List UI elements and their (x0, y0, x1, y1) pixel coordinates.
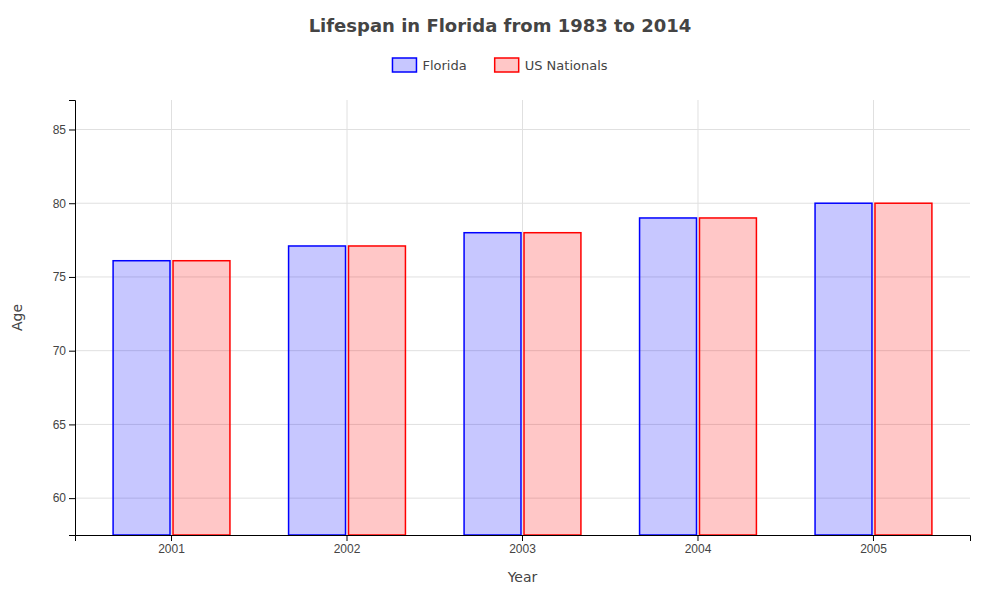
tick-mark (522, 535, 523, 541)
bar (173, 261, 230, 535)
y-axis-title: Age (9, 304, 25, 331)
tick-mark (171, 535, 172, 541)
bar (113, 261, 170, 535)
legend: Florida US Nationals (392, 58, 607, 73)
grid (75, 100, 970, 535)
tick-label: 70 (53, 344, 67, 358)
bar (524, 233, 581, 535)
legend-label: US Nationals (525, 58, 608, 73)
bar (875, 203, 932, 535)
bar (289, 246, 346, 535)
tick-label: 2001 (158, 542, 185, 556)
legend-item: US Nationals (495, 58, 608, 73)
plot: 2001 2002 2003 2004 2005 60 65 70 75 80 85 (53, 100, 971, 556)
tick-label: 65 (53, 418, 67, 432)
grid-line (522, 100, 523, 535)
tick: 85 (53, 123, 75, 137)
x-axis-title: Year (507, 569, 538, 585)
tick-mark (69, 424, 75, 425)
bar (699, 218, 756, 535)
grid-line (697, 100, 698, 535)
title: Lifespan in Florida from 1983 to 2014 (309, 15, 692, 36)
tick-mark (69, 277, 75, 278)
grid-line (171, 100, 172, 535)
tick: 2003 (509, 535, 536, 556)
grid-line (873, 100, 874, 535)
tick-label: 75 (53, 270, 67, 284)
bar (349, 246, 406, 535)
legend-swatch (392, 58, 416, 72)
x-axis: 2001 2002 2003 2004 2005 (76, 535, 971, 556)
legend-label: Florida (422, 58, 466, 73)
tick: 2002 (334, 535, 361, 556)
chart: 2001 2002 2003 2004 2005 60 65 70 75 80 85 Lifespan… (0, 0, 1000, 600)
tick-label: 60 (53, 491, 67, 505)
tick-mark (69, 203, 75, 204)
tick: 2001 (158, 535, 185, 556)
tick-label: 80 (53, 197, 67, 211)
legend-item: Florida (392, 58, 466, 73)
tick-label: 2002 (334, 542, 361, 556)
tick-label: 2005 (860, 542, 887, 556)
bar (815, 203, 872, 535)
tick: 60 (53, 491, 75, 505)
axis-line (76, 536, 971, 542)
tick: 80 (53, 197, 75, 211)
tick-mark (69, 498, 75, 499)
tick-mark (697, 535, 698, 541)
tick: 2004 (685, 535, 712, 556)
bars (113, 203, 932, 535)
tick: 65 (53, 418, 75, 432)
tick: 2005 (860, 535, 887, 556)
tick-label: 2003 (509, 542, 536, 556)
tick: 75 (53, 270, 75, 284)
tick-mark (873, 535, 874, 541)
legend-swatch (495, 58, 519, 72)
tick-mark (69, 129, 75, 130)
tick-label: 85 (53, 123, 67, 137)
bar (640, 218, 697, 535)
grid-line (347, 100, 348, 535)
tick-label: 2004 (685, 542, 712, 556)
bar (464, 233, 521, 535)
tick-mark (69, 351, 75, 352)
y-axis: 60 65 70 75 80 85 (53, 101, 76, 536)
axis-line (69, 101, 76, 536)
tick: 70 (53, 344, 75, 358)
tick-mark (347, 535, 348, 541)
